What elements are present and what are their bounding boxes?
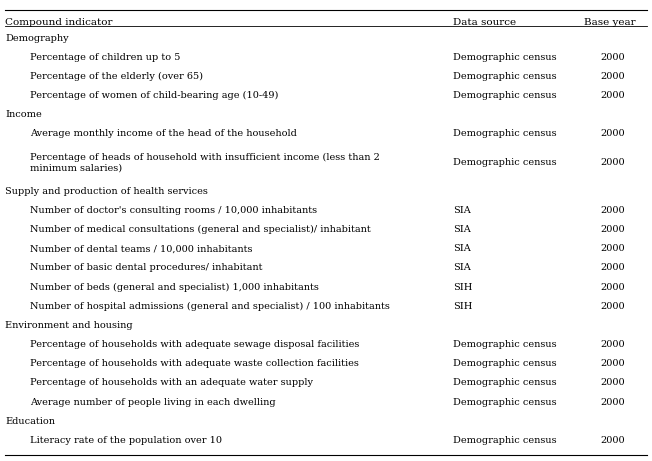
Text: 2000: 2000 bbox=[600, 91, 625, 100]
Text: Demography: Demography bbox=[5, 34, 69, 43]
Text: 2000: 2000 bbox=[600, 72, 625, 81]
Text: Percentage of households with adequate waste collection facilities: Percentage of households with adequate w… bbox=[30, 359, 359, 368]
Text: Number of medical consultations (general and specialist)/ inhabitant: Number of medical consultations (general… bbox=[30, 225, 371, 234]
Text: Average number of people living in each dwelling: Average number of people living in each … bbox=[30, 397, 276, 407]
Text: Demographic census: Demographic census bbox=[453, 130, 557, 138]
Text: Average monthly income of the head of the household: Average monthly income of the head of th… bbox=[30, 130, 297, 138]
Text: 2000: 2000 bbox=[600, 53, 625, 62]
Text: SIA: SIA bbox=[453, 244, 471, 254]
Text: Percentage of children up to 5: Percentage of children up to 5 bbox=[30, 53, 181, 62]
Text: Number of basic dental procedures/ inhabitant: Number of basic dental procedures/ inhab… bbox=[30, 264, 263, 272]
Text: SIH: SIH bbox=[453, 302, 473, 311]
Text: SIH: SIH bbox=[453, 283, 473, 292]
Text: Demographic census: Demographic census bbox=[453, 158, 557, 167]
Text: Number of beds (general and specialist) 1,000 inhabitants: Number of beds (general and specialist) … bbox=[30, 283, 319, 292]
Text: Demographic census: Demographic census bbox=[453, 359, 557, 368]
Text: Demographic census: Demographic census bbox=[453, 378, 557, 387]
Text: Percentage of households with adequate sewage disposal facilities: Percentage of households with adequate s… bbox=[30, 340, 359, 349]
Text: Demographic census: Demographic census bbox=[453, 340, 557, 349]
Text: Number of hospital admissions (general and specialist) / 100 inhabitants: Number of hospital admissions (general a… bbox=[30, 302, 390, 311]
Text: Demographic census: Demographic census bbox=[453, 72, 557, 81]
Text: Base year: Base year bbox=[584, 18, 635, 27]
Text: SIA: SIA bbox=[453, 206, 471, 215]
Text: 2000: 2000 bbox=[600, 158, 625, 167]
Text: Environment and housing: Environment and housing bbox=[5, 321, 133, 330]
Text: Income: Income bbox=[5, 110, 42, 119]
Text: Data source: Data source bbox=[453, 18, 516, 27]
Text: Demographic census: Demographic census bbox=[453, 436, 557, 445]
Text: 2000: 2000 bbox=[600, 340, 625, 349]
Text: Number of doctor's consulting rooms / 10,000 inhabitants: Number of doctor's consulting rooms / 10… bbox=[30, 206, 317, 215]
Text: Percentage of the elderly (over 65): Percentage of the elderly (over 65) bbox=[30, 72, 203, 81]
Text: Literacy rate of the population over 10: Literacy rate of the population over 10 bbox=[30, 436, 222, 445]
Text: Percentage of heads of household with insufficient income (less than 2: Percentage of heads of household with in… bbox=[30, 153, 380, 162]
Text: 2000: 2000 bbox=[600, 378, 625, 387]
Text: SIA: SIA bbox=[453, 225, 471, 234]
Text: 2000: 2000 bbox=[600, 436, 625, 445]
Text: Demographic census: Demographic census bbox=[453, 397, 557, 407]
Text: 2000: 2000 bbox=[600, 225, 625, 234]
Text: Education: Education bbox=[5, 417, 55, 426]
Text: 2000: 2000 bbox=[600, 283, 625, 292]
Text: 2000: 2000 bbox=[600, 397, 625, 407]
Text: 2000: 2000 bbox=[600, 264, 625, 272]
Text: 2000: 2000 bbox=[600, 130, 625, 138]
Text: Demographic census: Demographic census bbox=[453, 53, 557, 62]
Text: Percentage of households with an adequate water supply: Percentage of households with an adequat… bbox=[30, 378, 313, 387]
Text: SIA: SIA bbox=[453, 264, 471, 272]
Text: Supply and production of health services: Supply and production of health services bbox=[5, 187, 208, 196]
Text: Compound indicator: Compound indicator bbox=[5, 18, 113, 27]
Text: Number of dental teams / 10,000 inhabitants: Number of dental teams / 10,000 inhabita… bbox=[30, 244, 252, 254]
Text: 2000: 2000 bbox=[600, 302, 625, 311]
Text: 2000: 2000 bbox=[600, 244, 625, 254]
Text: 2000: 2000 bbox=[600, 206, 625, 215]
Text: Demographic census: Demographic census bbox=[453, 91, 557, 100]
Text: 2000: 2000 bbox=[600, 359, 625, 368]
Text: minimum salaries): minimum salaries) bbox=[30, 163, 122, 172]
Text: Percentage of women of child-bearing age (10-49): Percentage of women of child-bearing age… bbox=[30, 91, 278, 100]
